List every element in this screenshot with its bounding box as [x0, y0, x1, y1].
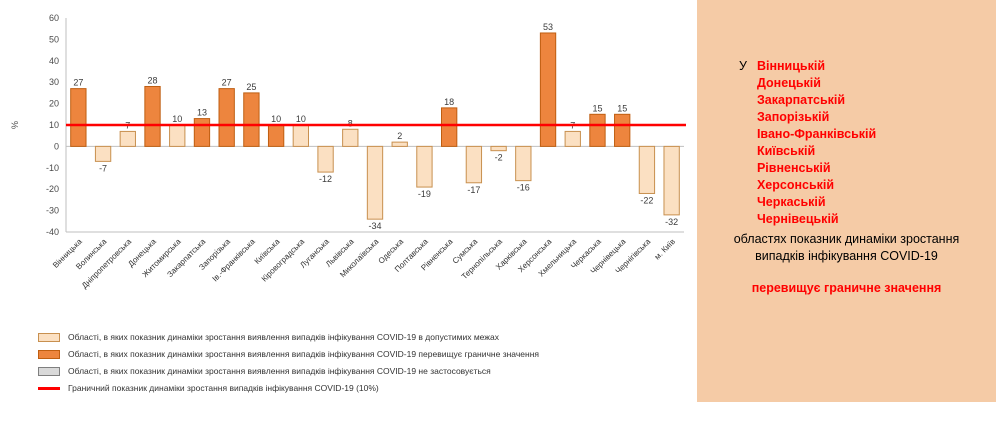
panel-conclusion: перевищує граничне значення — [751, 281, 942, 295]
chart-legend: Області, в яких показник динаміки зроста… — [38, 332, 678, 400]
bar-Луганська — [317, 145, 334, 173]
bar-Чернігівська — [638, 145, 656, 194]
bar-value-label: 8 — [348, 118, 353, 128]
y-axis-title: % — [10, 121, 20, 129]
bar-Дніпропетровська — [119, 130, 136, 147]
y-tick-label: 40 — [49, 56, 59, 66]
bar-Полтавська — [416, 145, 433, 188]
legend-swatch-na-icon — [38, 366, 60, 376]
bar-Вінницька — [70, 88, 87, 147]
y-tick-label: -20 — [46, 184, 59, 194]
panel-oblast: Івано-Франківській — [756, 127, 877, 141]
y-tick-label: -30 — [46, 206, 59, 216]
bar-value-label: 28 — [148, 75, 158, 85]
bar-Одеська — [391, 141, 408, 147]
bar-value-label: -2 — [495, 153, 503, 163]
bar-value-label: -7 — [99, 163, 107, 173]
bar-value-label: 13 — [197, 108, 207, 118]
bar-value-label: -17 — [467, 185, 480, 195]
legend-label: Області, в яких показник динаміки зроста… — [68, 332, 499, 342]
bar-value-label: 10 — [271, 114, 281, 124]
bar-value-label: -12 — [319, 174, 332, 184]
bar-Черкаська — [589, 113, 606, 147]
bar-Херсонська — [539, 32, 557, 147]
bar-value-label: 18 — [444, 97, 454, 107]
y-tick-label: 50 — [49, 34, 59, 44]
bar-value-label: 53 — [543, 22, 553, 32]
panel-oblast: Київській — [756, 144, 816, 158]
bar-Донецька — [144, 85, 161, 147]
bar-value-label: 2 — [397, 131, 402, 141]
legend-item: Граничний показник динаміки зростання ви… — [38, 383, 678, 393]
bar-Рівненська — [440, 107, 458, 147]
legend-swatch-line-icon — [38, 386, 60, 390]
bar-value-label: 27 — [73, 78, 83, 88]
bar-Львівська — [342, 128, 359, 147]
category-label: Кіровоградська — [260, 237, 307, 284]
bar-chart: 6050403020100-10-20-30-40%27Вінницька-7В… — [10, 13, 686, 290]
panel-oblast-list: У Вінницькій Донецькій Закарпатській Запорі… — [739, 58, 982, 228]
bar-Житомирська — [169, 124, 186, 147]
panel-note: областях показник динаміки зростання вип… — [733, 232, 960, 263]
bar-Чернівецька — [614, 113, 631, 147]
y-tick-label: 60 — [49, 13, 59, 23]
panel-oblast: Рівненській — [756, 161, 831, 175]
bar-value-label: 15 — [592, 103, 602, 113]
bar-value-label: -34 — [368, 221, 381, 231]
category-label: Ів.-Франківська — [210, 237, 257, 284]
panel-oblast: Херсонській — [756, 178, 835, 192]
bar-м. Київ — [663, 145, 680, 216]
bar-value-label: -16 — [517, 183, 530, 193]
panel-prefix: У — [739, 59, 747, 73]
y-tick-label: 0 — [54, 141, 59, 151]
bar-chart-area: 60 50 40 30 20 10 0 -10 -20 -30 -40% 27 Вінницька -7 В… — [6, 4, 698, 334]
bar-value-label: 10 — [296, 114, 306, 124]
panel-oblast-names: Вінницькій Донецькій Закарпатській Запорізь… — [757, 58, 876, 228]
y-tick-label: 20 — [49, 99, 59, 109]
y-tick-label: 10 — [49, 120, 59, 130]
bar-Запорізька — [218, 88, 235, 147]
panel-oblast: Черкаській — [756, 195, 826, 209]
legend-item: Області, в яких показник динаміки зроста… — [38, 349, 678, 359]
legend-label: Граничний показник динаміки зростання ви… — [68, 383, 379, 393]
panel-oblast: Чернівецькій — [756, 212, 839, 226]
y-tick-label: -10 — [46, 163, 59, 173]
panel-oblast: Донецькій — [756, 76, 821, 90]
category-label: м. Київ — [653, 237, 677, 261]
bar-Київська — [267, 124, 285, 147]
panel-oblast: Вінницькій — [756, 59, 826, 73]
panel-oblast: Запорізькій — [756, 110, 830, 124]
legend-item: Області, в яких показник динаміки зроста… — [38, 332, 678, 342]
legend-label: Області, в яких показник динаміки зроста… — [68, 349, 539, 359]
bar-value-label: -22 — [640, 195, 653, 205]
legend-label: Області, в яких показник динаміки зроста… — [68, 366, 491, 376]
legend-item: Області, в яких показник динаміки зроста… — [38, 366, 678, 376]
bar-value-label: -19 — [418, 189, 431, 199]
bar-value-label: 10 — [172, 114, 182, 124]
bar-value-label: 27 — [222, 78, 232, 88]
bar-value-label: 25 — [246, 82, 256, 92]
bar-Тернопільська — [490, 145, 507, 152]
bar-Миколаївська — [366, 145, 384, 220]
bar-Ів.-Франківська — [243, 92, 260, 147]
summary-panel: У Вінницькій Донецькій Закарпатській Запорі… — [697, 0, 996, 402]
y-tick-label: -40 — [46, 227, 59, 237]
y-tick-label: 30 — [49, 77, 59, 87]
panel-oblast: Закарпатській — [756, 93, 846, 107]
legend-swatch-exceeds-icon — [38, 349, 60, 359]
bar-value-label: 15 — [617, 103, 627, 113]
bar-value-label: -32 — [665, 217, 678, 227]
legend-swatch-within-icon — [38, 332, 60, 342]
bar-Волинська — [94, 145, 112, 162]
bar-Закарпатська — [193, 118, 211, 147]
bar-Харківська — [515, 145, 532, 182]
bar-Кіровоградська — [292, 124, 310, 147]
bar-Сумська — [465, 145, 483, 184]
bar-Хмельницька — [564, 130, 581, 147]
